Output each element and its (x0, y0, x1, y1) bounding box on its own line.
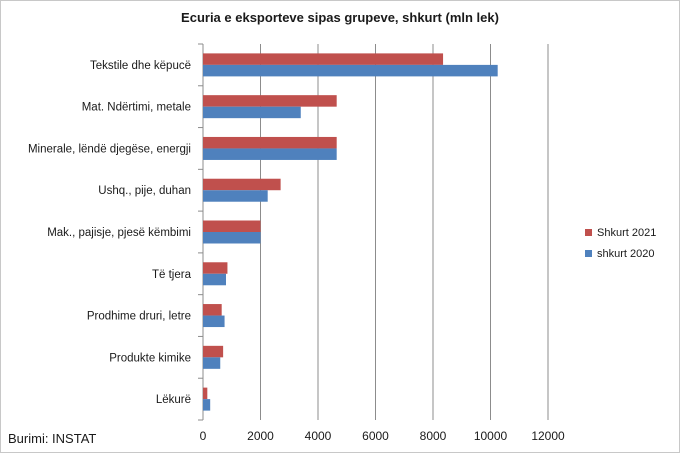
category-label: Mat. Ndërtimi, metale (82, 102, 191, 114)
bar-shkurt-2021 (203, 262, 228, 274)
bar-shkurt-2021 (203, 387, 208, 400)
bar-shkurt-2020 (203, 315, 225, 328)
x-tick-label: 6000 (362, 429, 389, 443)
category-label: Të tjera (152, 269, 192, 281)
legend: Shkurt 2021 shkurt 2020 (585, 222, 656, 264)
x-tick-label: 2000 (247, 429, 274, 443)
source-note: Burimi: INSTAT (8, 431, 97, 446)
bar-shkurt-2021 (203, 53, 444, 65)
bar-shkurt-2020 (203, 399, 211, 411)
bar-shkurt-2020 (203, 106, 301, 119)
legend-item-2020: shkurt 2020 (585, 243, 656, 264)
bar-shkurt-2020 (203, 357, 221, 369)
bar-shkurt-2021 (203, 178, 281, 191)
category-label: Tekstile dhe këpucë (90, 60, 191, 72)
category-label: Lëkurë (156, 394, 191, 406)
bar-shkurt-2021 (203, 220, 261, 232)
legend-item-2021: Shkurt 2021 (585, 222, 656, 243)
category-label: Mak., pajisje, pjesë këmbimi (47, 227, 191, 239)
x-tick-label: 4000 (305, 429, 332, 443)
bar-shkurt-2020 (203, 64, 498, 77)
bar-shkurt-2020 (203, 148, 337, 160)
x-tick-label: 0 (200, 429, 207, 443)
bar-shkurt-2021 (203, 95, 337, 107)
legend-label-2020: shkurt 2020 (597, 247, 655, 260)
legend-swatch-2021 (585, 229, 592, 236)
bar-shkurt-2021 (203, 136, 337, 149)
category-label: Prodhime druri, letre (87, 311, 191, 323)
bar-shkurt-2021 (203, 345, 224, 358)
bar-shkurt-2020 (203, 190, 268, 202)
x-tick-label: 10000 (474, 429, 508, 443)
category-label: Ushq., pije, duhan (98, 185, 191, 197)
bar-shkurt-2020 (203, 273, 226, 286)
bar-shkurt-2021 (203, 304, 222, 316)
category-label: Produkte kimike (109, 352, 191, 364)
bar-shkurt-2020 (203, 232, 261, 244)
chart-title: Ecuria e eksporteve sipas grupeve, shkur… (181, 10, 499, 25)
x-tick-label: 12000 (531, 429, 565, 443)
legend-swatch-2020 (585, 250, 592, 257)
category-label: Minerale, lëndë djegëse, energji (28, 143, 191, 155)
x-tick-label: 8000 (420, 429, 447, 443)
legend-label-2021: Shkurt 2021 (597, 226, 657, 239)
